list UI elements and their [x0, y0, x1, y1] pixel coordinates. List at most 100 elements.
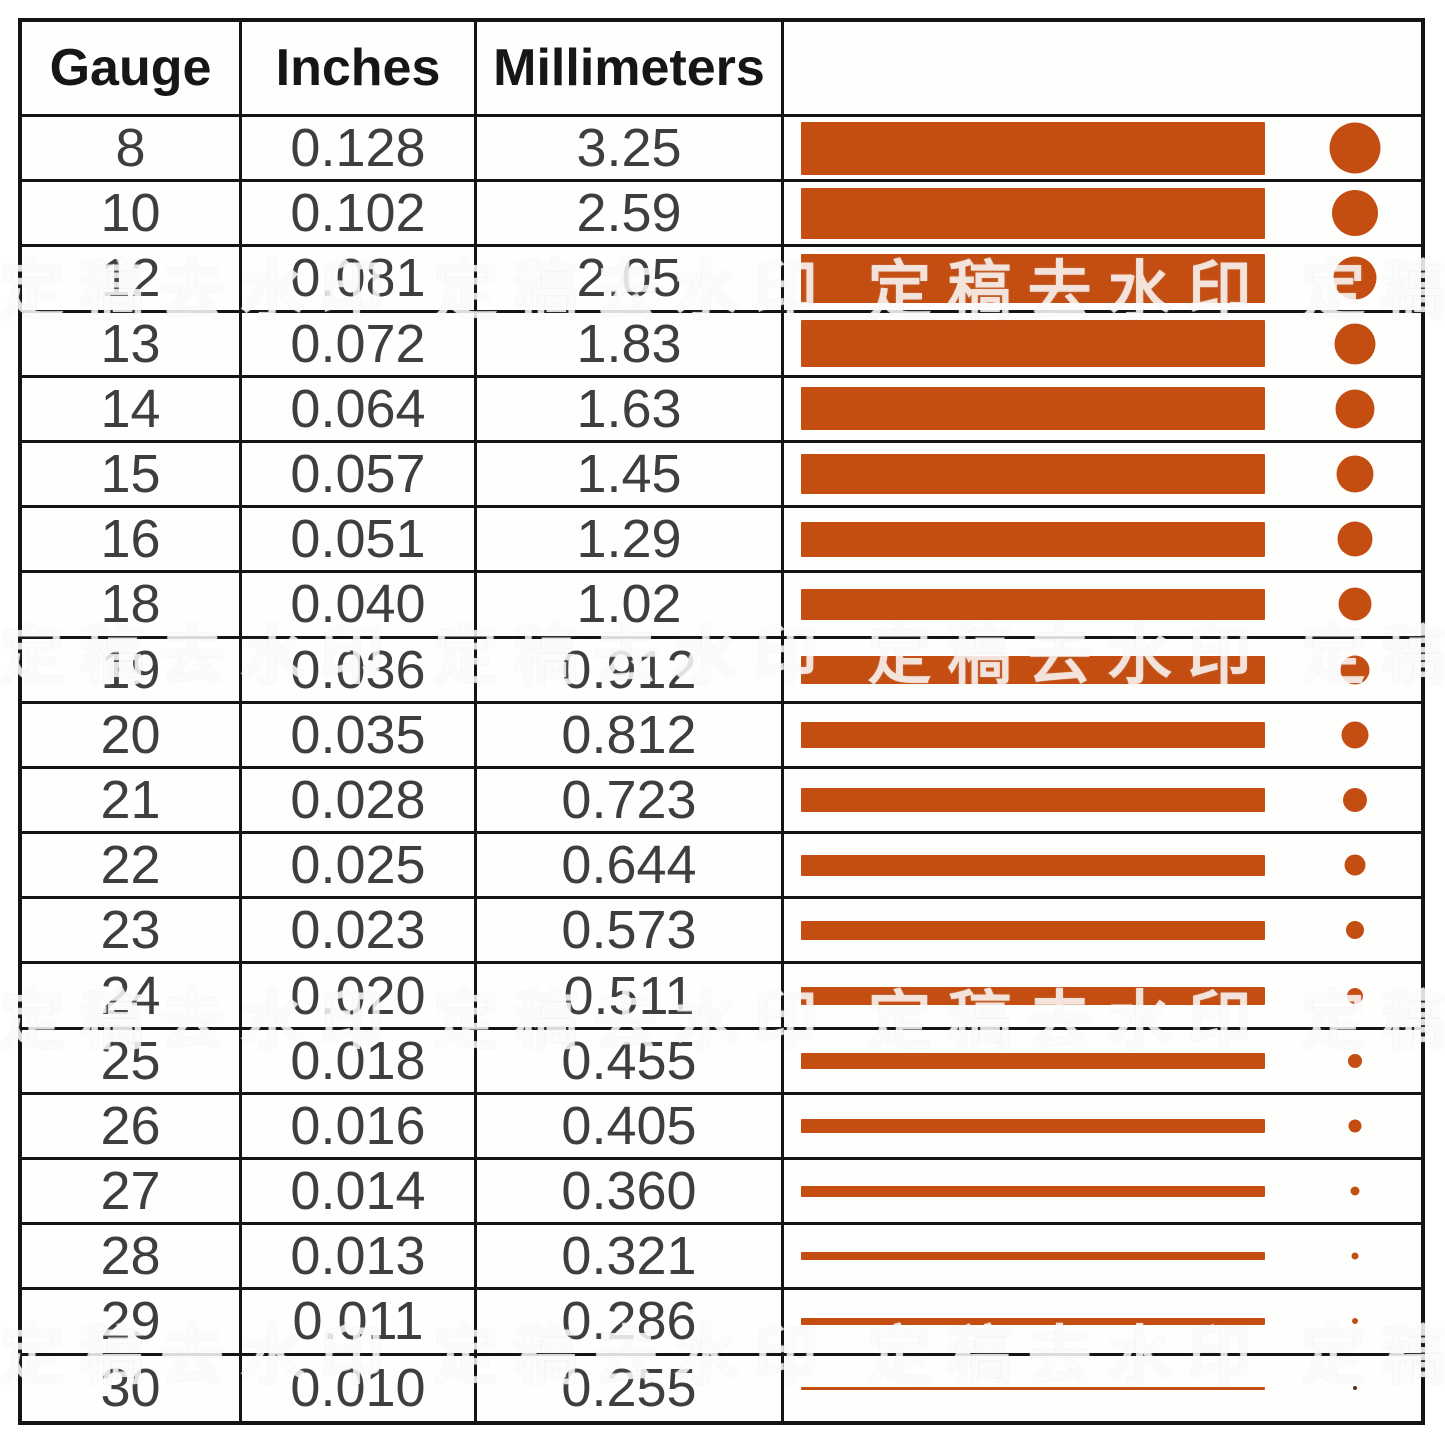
inches-cell: 0.020	[242, 964, 477, 1030]
millimeters-cell: 0.286	[477, 1290, 784, 1356]
millimeters-cell: 0.812	[477, 703, 784, 769]
inches-cell: 0.025	[242, 834, 477, 900]
visual-cell	[784, 769, 1421, 835]
wire-thickness-bar	[801, 387, 1265, 431]
inches-cell: 0.035	[242, 703, 477, 769]
wire-diameter-dot	[1334, 323, 1376, 365]
wire-thickness-bar	[801, 1185, 1265, 1197]
inches-cell: 0.072	[242, 312, 477, 378]
gauge-table: Gauge Inches Millimeters 8 0.128 3.25 10 0.1…	[18, 18, 1425, 1425]
inches-cell: 0.102	[242, 182, 477, 248]
visual-cell	[784, 1095, 1421, 1160]
header-millimeters: Millimeters	[477, 22, 784, 117]
gauge-cell: 21	[22, 768, 242, 835]
gauge-cell: 25	[22, 1029, 242, 1095]
wire-diameter-dot	[1348, 1053, 1362, 1068]
inches-cell: 0.036	[242, 638, 477, 704]
visual-cell	[784, 1356, 1421, 1421]
wire-diameter-dot	[1333, 256, 1377, 300]
wire-diameter-dot	[1340, 655, 1370, 685]
wire-diameter-dot	[1335, 389, 1375, 429]
wire-thickness-bar	[801, 521, 1265, 557]
wire-thickness-bar	[801, 721, 1265, 748]
visual-cell	[784, 704, 1421, 769]
millimeters-cell: 2.05	[477, 247, 784, 313]
wire-diameter-dot	[1341, 721, 1369, 749]
inches-cell: 0.028	[242, 768, 477, 835]
wire-thickness-bar	[801, 588, 1265, 620]
wire-diameter-dot	[1346, 921, 1364, 940]
millimeters-cell: 1.63	[477, 377, 784, 443]
millimeters-cell: 0.912	[477, 638, 784, 704]
millimeters-cell: 1.45	[477, 442, 784, 509]
millimeters-cell: 0.723	[477, 768, 784, 835]
gauge-cell: 16	[22, 508, 242, 574]
wire-thickness-bar	[801, 1052, 1265, 1069]
wire-thickness-bar	[801, 920, 1265, 940]
wire-diameter-dot	[1338, 587, 1372, 621]
millimeters-cell: 1.29	[477, 508, 784, 574]
gauge-cell: 13	[22, 312, 242, 378]
wire-diameter-dot	[1348, 1119, 1362, 1133]
gauge-cell: 24	[22, 964, 242, 1030]
visual-cell	[784, 117, 1421, 183]
gauge-cell: 28	[22, 1225, 242, 1291]
inches-cell: 0.014	[242, 1160, 477, 1226]
millimeters-cell: 3.25	[477, 117, 784, 183]
wire-diameter-dot	[1352, 1318, 1358, 1325]
inches-cell: 0.064	[242, 377, 477, 443]
inches-cell: 0.016	[242, 1094, 477, 1160]
millimeters-cell: 0.321	[477, 1225, 784, 1291]
visual-cell	[784, 639, 1421, 704]
visual-cell	[784, 313, 1421, 378]
gauge-cell: 22	[22, 834, 242, 900]
header-gauge: Gauge	[22, 22, 242, 117]
gauge-cell: 15	[22, 442, 242, 509]
visual-cell	[784, 443, 1421, 509]
gauge-cell: 8	[22, 117, 242, 183]
visual-cell	[784, 247, 1421, 313]
inches-cell: 0.081	[242, 247, 477, 313]
gauge-cell: 29	[22, 1290, 242, 1356]
wire-diameter-dot	[1344, 854, 1366, 876]
gauge-cell: 23	[22, 899, 242, 965]
header-visual-empty	[784, 22, 1421, 117]
inches-cell: 0.010	[242, 1355, 477, 1421]
wire-diameter-dot	[1350, 1186, 1360, 1196]
inches-cell: 0.040	[242, 573, 477, 639]
wire-diameter-dot	[1343, 787, 1367, 812]
gauge-cell: 19	[22, 638, 242, 704]
wire-diameter-dot	[1336, 455, 1374, 493]
millimeters-cell: 2.59	[477, 182, 784, 248]
gauge-cell: 20	[22, 703, 242, 769]
millimeters-cell: 0.573	[477, 899, 784, 965]
millimeters-cell: 1.83	[477, 312, 784, 378]
gauge-cell: 14	[22, 377, 242, 443]
millimeters-cell: 0.511	[477, 964, 784, 1030]
wire-diameter-dot	[1347, 987, 1363, 1004]
visual-cell	[784, 899, 1421, 965]
inches-cell: 0.013	[242, 1225, 477, 1291]
wire-thickness-bar	[801, 1252, 1265, 1261]
gauge-cell: 27	[22, 1160, 242, 1226]
visual-cell	[784, 834, 1421, 900]
inches-cell: 0.057	[242, 442, 477, 509]
visual-cell	[784, 1160, 1421, 1226]
visual-cell	[784, 508, 1421, 574]
inches-cell: 0.018	[242, 1029, 477, 1095]
gauge-cell: 26	[22, 1094, 242, 1160]
wire-thickness-bar	[801, 1118, 1265, 1133]
millimeters-cell: 0.255	[477, 1355, 784, 1421]
header-inches: Inches	[242, 22, 477, 117]
wire-thickness-bar	[801, 787, 1265, 812]
wire-thickness-bar	[801, 1386, 1265, 1390]
wire-diameter-dot	[1329, 122, 1381, 174]
inches-cell: 0.011	[242, 1290, 477, 1356]
millimeters-cell: 0.644	[477, 834, 784, 900]
visual-cell	[784, 182, 1421, 248]
millimeters-cell: 1.02	[477, 573, 784, 639]
gauge-cell: 18	[22, 573, 242, 639]
wire-thickness-bar	[801, 187, 1265, 239]
wire-thickness-bar	[801, 454, 1265, 495]
